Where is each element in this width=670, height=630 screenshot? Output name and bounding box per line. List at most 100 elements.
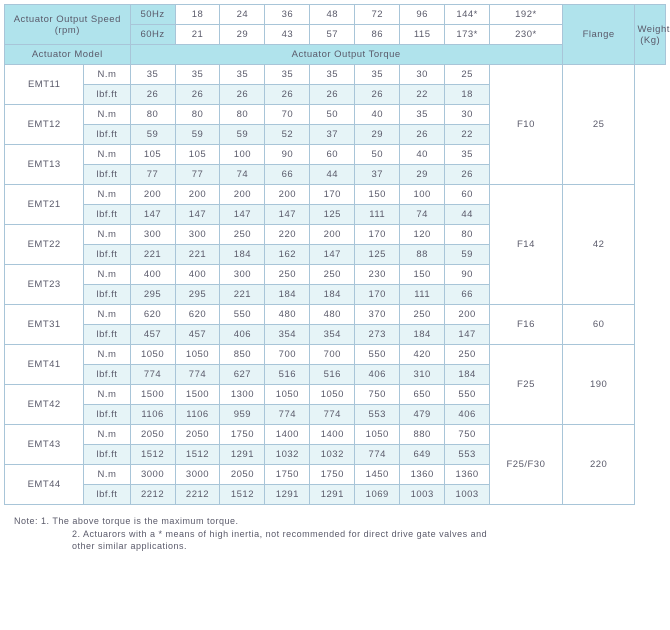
val-cell: 221 <box>130 245 175 265</box>
val-cell: 26 <box>220 85 265 105</box>
val-cell: 850 <box>220 345 265 365</box>
val-cell: 300 <box>175 225 220 245</box>
val-cell: 400 <box>130 265 175 285</box>
hz50-label: 50Hz <box>130 5 175 25</box>
val-cell: 620 <box>175 305 220 325</box>
val-cell: 59 <box>175 125 220 145</box>
val-cell: 1750 <box>265 465 310 485</box>
hz60-val: 21 <box>175 25 220 45</box>
val-cell: 105 <box>130 145 175 165</box>
val-cell: 60 <box>310 145 355 165</box>
val-cell: 30 <box>400 65 445 85</box>
model-cell: EMT22 <box>5 225 84 265</box>
val-cell: 880 <box>400 425 445 445</box>
val-cell: 37 <box>310 125 355 145</box>
val-cell: 35 <box>400 105 445 125</box>
flange-cell: F14 <box>490 185 563 305</box>
val-cell: 1300 <box>220 385 265 405</box>
val-cell: 750 <box>355 385 400 405</box>
val-cell: 59 <box>130 125 175 145</box>
hz60-val: 115 <box>400 25 445 45</box>
val-cell: 1500 <box>175 385 220 405</box>
note-block: Note: 1. The above torque is the maximum… <box>4 515 666 553</box>
val-cell: 750 <box>445 425 490 445</box>
unit-nm: N.m <box>84 305 130 325</box>
val-cell: 774 <box>310 405 355 425</box>
val-cell: 184 <box>220 245 265 265</box>
val-cell: 50 <box>355 145 400 165</box>
val-cell: 2050 <box>130 425 175 445</box>
val-cell: 620 <box>130 305 175 325</box>
val-cell: 26 <box>400 125 445 145</box>
hz50-val: 18 <box>175 5 220 25</box>
val-cell: 37 <box>355 165 400 185</box>
val-cell: 200 <box>445 305 490 325</box>
unit-nm: N.m <box>84 345 130 365</box>
model-cell: EMT13 <box>5 145 84 185</box>
val-cell: 1500 <box>130 385 175 405</box>
val-cell: 420 <box>400 345 445 365</box>
val-cell: 100 <box>220 145 265 165</box>
val-cell: 1050 <box>310 385 355 405</box>
val-cell: 480 <box>265 305 310 325</box>
hz60-val: 57 <box>310 25 355 45</box>
val-cell: 700 <box>310 345 355 365</box>
val-cell: 29 <box>400 165 445 185</box>
val-cell: 35 <box>265 65 310 85</box>
val-cell: 77 <box>175 165 220 185</box>
val-cell: 400 <box>175 265 220 285</box>
unit-nm: N.m <box>84 145 130 165</box>
val-cell: 200 <box>310 225 355 245</box>
val-cell: 550 <box>355 345 400 365</box>
hz50-val: 72 <box>355 5 400 25</box>
val-cell: 3000 <box>175 465 220 485</box>
val-cell: 90 <box>265 145 310 165</box>
hz50-val: 144* <box>445 5 490 25</box>
hz50-val: 96 <box>400 5 445 25</box>
val-cell: 184 <box>445 365 490 385</box>
val-cell: 1512 <box>130 445 175 465</box>
weight-cell: 42 <box>562 185 635 305</box>
unit-lbf: lbf.ft <box>84 485 130 505</box>
val-cell: 200 <box>220 185 265 205</box>
val-cell: 1291 <box>310 485 355 505</box>
val-cell: 300 <box>130 225 175 245</box>
val-cell: 250 <box>310 265 355 285</box>
val-cell: 184 <box>265 285 310 305</box>
unit-nm: N.m <box>84 265 130 285</box>
val-cell: 162 <box>265 245 310 265</box>
weight-cell: 220 <box>562 425 635 505</box>
val-cell: 221 <box>175 245 220 265</box>
val-cell: 26 <box>265 85 310 105</box>
val-cell: 354 <box>265 325 310 345</box>
val-cell: 1400 <box>310 425 355 445</box>
val-cell: 147 <box>130 205 175 225</box>
unit-lbf: lbf.ft <box>84 245 130 265</box>
val-cell: 553 <box>445 445 490 465</box>
val-cell: 147 <box>445 325 490 345</box>
model-cell: EMT41 <box>5 345 84 385</box>
unit-lbf: lbf.ft <box>84 125 130 145</box>
val-cell: 516 <box>265 365 310 385</box>
val-cell: 250 <box>400 305 445 325</box>
val-cell: 1050 <box>355 425 400 445</box>
hz50-val: 192* <box>490 5 563 25</box>
val-cell: 230 <box>355 265 400 285</box>
val-cell: 250 <box>265 265 310 285</box>
val-cell: 147 <box>175 205 220 225</box>
weight-cell: 25 <box>562 65 635 185</box>
hz60-val: 29 <box>220 25 265 45</box>
val-cell: 147 <box>310 245 355 265</box>
val-cell: 52 <box>265 125 310 145</box>
val-cell: 354 <box>310 325 355 345</box>
val-cell: 200 <box>130 185 175 205</box>
val-cell: 1512 <box>220 485 265 505</box>
val-cell: 553 <box>355 405 400 425</box>
val-cell: 184 <box>400 325 445 345</box>
note-2b: other similar applications. <box>14 541 187 551</box>
weight-header: Weight (Kg) <box>635 5 666 65</box>
val-cell: 111 <box>400 285 445 305</box>
hz50-val: 24 <box>220 5 265 25</box>
val-cell: 300 <box>220 265 265 285</box>
val-cell: 516 <box>310 365 355 385</box>
